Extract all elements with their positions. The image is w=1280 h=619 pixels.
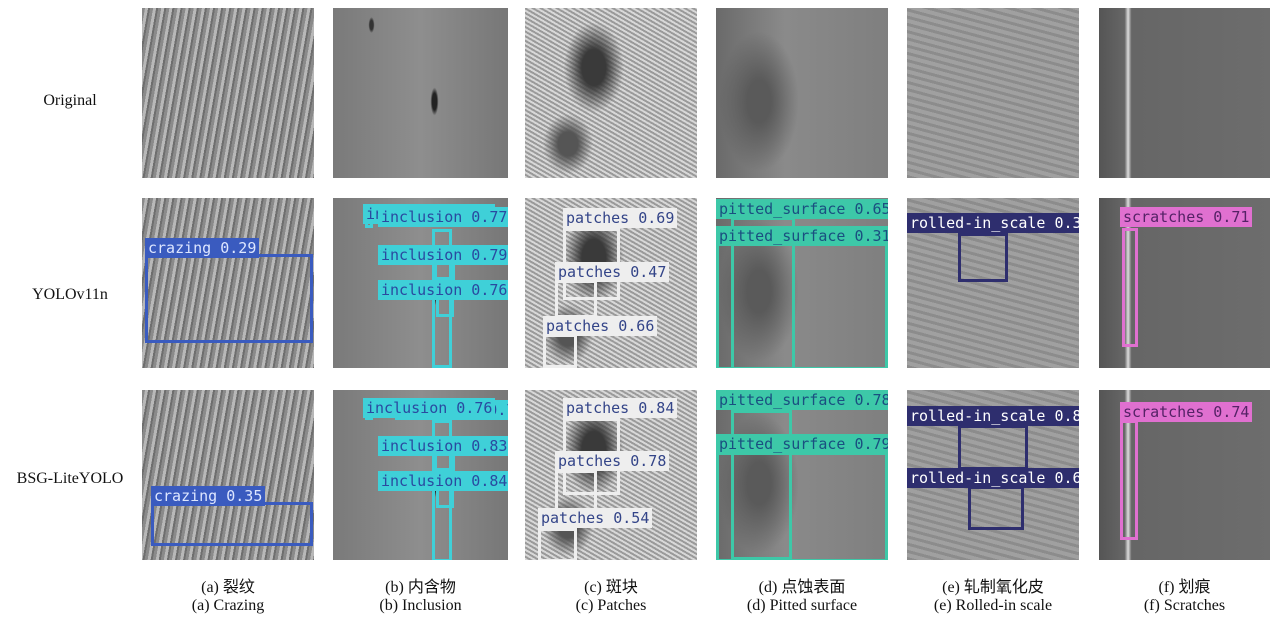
detection-label: pitted_surface 0.31 [716, 226, 888, 246]
bounding-box [543, 334, 577, 368]
detection-label: crazing 0.29 [145, 238, 259, 258]
defect-image [907, 8, 1079, 178]
bounding-box [538, 528, 577, 560]
caption-zh: (b) 内含物 [321, 573, 521, 597]
defect-image: scratches 0.71 [1099, 198, 1270, 368]
caption-zh: (f) 划痕 [1085, 573, 1280, 597]
bounding-box [1122, 228, 1138, 347]
row-label: Original [0, 92, 140, 110]
caption-en: (c) Patches [511, 597, 711, 615]
defect-image: patches 0.69 patches 0.47 patches 0.66 [525, 198, 697, 368]
detection-label: inclusion 0.84 [378, 471, 508, 491]
bounding-box [145, 254, 313, 343]
caption-zh: (e) 轧制氧化皮 [893, 573, 1093, 597]
bounding-box [716, 452, 888, 560]
caption-en: (f) Scratches [1085, 597, 1280, 615]
defect-image: pitted_surface 0.65 pitted_surface 0.31 [716, 198, 888, 368]
defect-image [1099, 8, 1270, 178]
caption-en: (d) Pitted surface [702, 597, 902, 615]
detection-label: patches 0.66 [543, 316, 657, 336]
caption-zh: (d) 点蚀表面 [702, 573, 902, 597]
defect-image: crazing 0.35 [142, 390, 314, 560]
bounding-box [716, 243, 888, 368]
defect-image [142, 8, 314, 178]
caption-en: (a) Crazing [128, 597, 328, 615]
detection-label: pitted_surface 0.78 [716, 390, 888, 410]
caption-en: (e) Rolled-in scale [893, 597, 1093, 615]
detection-label: pitted_surface 0.79 [716, 434, 888, 454]
figure: Original YOLOv11n crazing 0.29 inclusion 0.… [0, 0, 1280, 619]
bounding-box [436, 488, 454, 508]
detection-label: crazing 0.35 [151, 486, 265, 506]
detection-label: patches 0.69 [563, 208, 677, 228]
detection-label: inclusion 0.77 [378, 207, 508, 227]
detection-label: inclusion 0.76 [363, 398, 495, 418]
detection-label: scratches 0.71 [1120, 207, 1252, 227]
defect-image: rolled-in_scale 0.36 [907, 198, 1079, 368]
row-label: BSG-LiteYOLO [0, 470, 140, 488]
detection-label: pitted_surface 0.65 [716, 199, 888, 219]
detection-label: patches 0.47 [555, 262, 669, 282]
bounding-box [958, 425, 1028, 470]
defect-image [333, 8, 508, 178]
detection-label: inclusion 0.79 [378, 245, 508, 265]
detection-label: inclusion 0.76 [378, 280, 508, 300]
bounding-box [1120, 420, 1138, 540]
caption-en: (b) Inclusion [321, 597, 521, 615]
detection-label: rolled-in_scale 0.36 [907, 213, 1079, 233]
bounding-box [958, 233, 1008, 282]
bounding-box [555, 280, 597, 318]
defect-image: rolled-in_scale 0.83 rolled-in_scale 0.61 [907, 390, 1079, 560]
defect-image: pitted_surface 0.78 pitted_surface 0.79 [716, 390, 888, 560]
detection-label: rolled-in_scale 0.83 [907, 406, 1079, 426]
defect-image: scratches 0.74 [1099, 390, 1270, 560]
detection-label: scratches 0.74 [1120, 402, 1252, 422]
detection-label: rolled-in_scale 0.61 [907, 468, 1079, 488]
detection-label: patches 0.54 [538, 508, 652, 528]
bounding-box [436, 297, 454, 317]
defect-image [525, 8, 697, 178]
defect-image: patches 0.84 patches 0.78 patches 0.54 [525, 390, 697, 560]
defect-image [716, 8, 888, 178]
detection-label: patches 0.78 [555, 451, 669, 471]
caption-zh: (c) 斑块 [511, 573, 711, 597]
defect-image: crazing 0.29 [142, 198, 314, 368]
bounding-box [151, 502, 313, 546]
detection-label: inclusion 0.83 [378, 436, 508, 456]
detection-label: patches 0.84 [563, 398, 677, 418]
bounding-box [968, 486, 1024, 530]
row-label: YOLOv11n [0, 286, 140, 304]
caption-zh: (a) 裂纹 [128, 573, 328, 597]
